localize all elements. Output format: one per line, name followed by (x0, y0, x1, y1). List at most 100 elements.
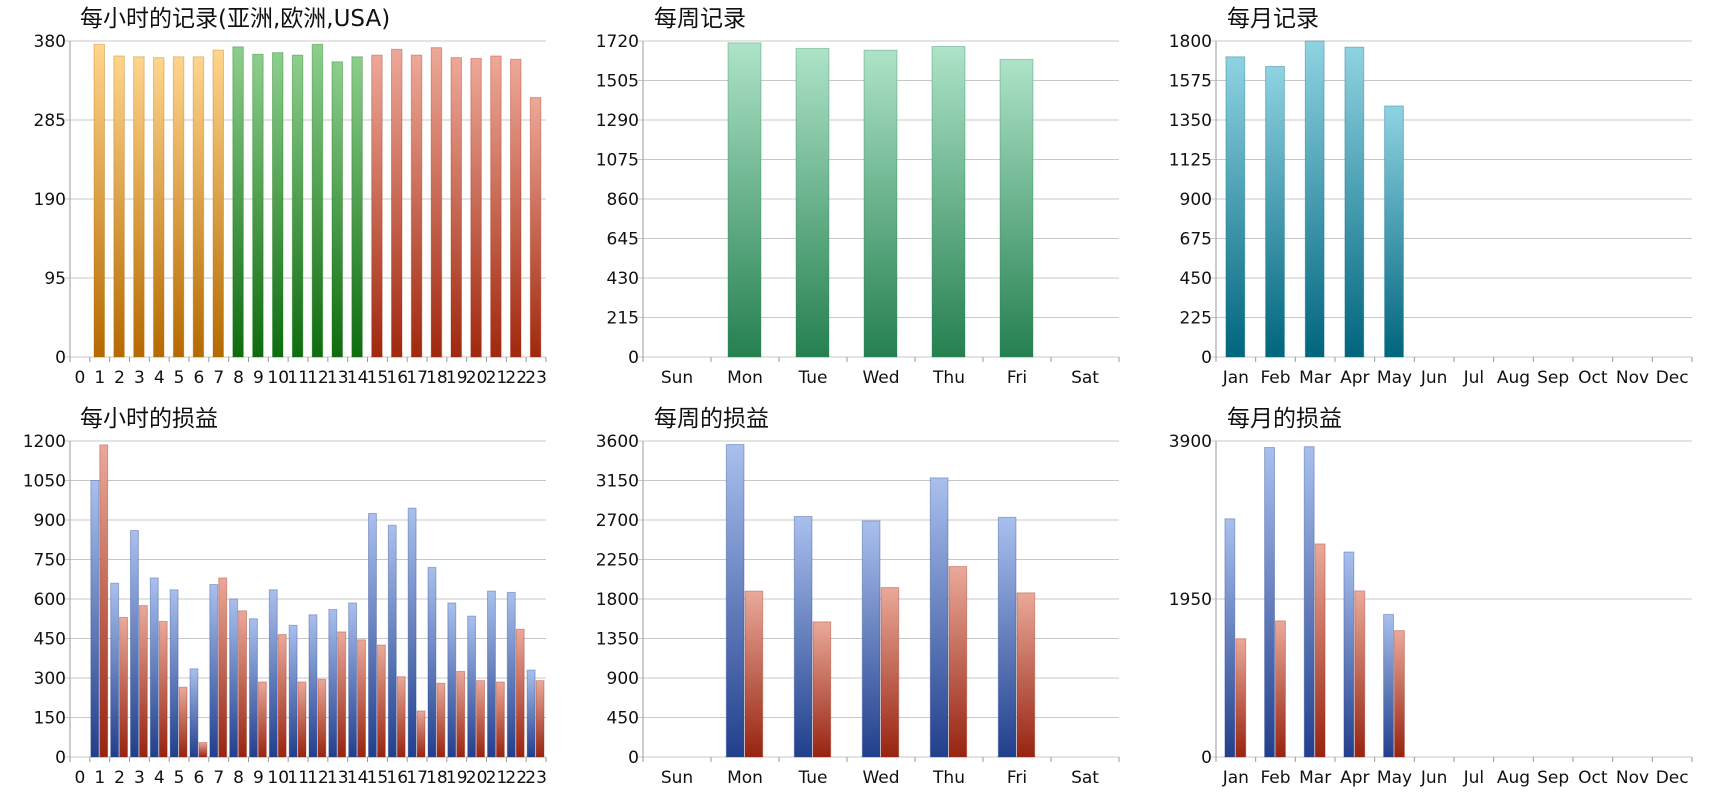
bar (535, 680, 545, 758)
y-tick-label: 1800 (1169, 32, 1212, 52)
y-tick-label: 600 (34, 590, 66, 610)
x-tick-label: 19 (446, 368, 468, 388)
x-tick-label: Feb (1260, 368, 1290, 388)
x-tick-label: Dec (1656, 368, 1689, 388)
y-tick-label: 450 (34, 630, 66, 650)
y-tick-label: 900 (1180, 190, 1212, 210)
bar (795, 47, 830, 358)
bar (467, 615, 477, 758)
x-tick-label: 12 (307, 368, 329, 388)
hourly-profit-chart: 每小时的损益 0 150 300 450 600 750 900 1050 1200 0 1 2 3 4 5… (0, 400, 560, 800)
bar (447, 602, 457, 758)
bar (1394, 630, 1405, 758)
bar (288, 624, 298, 758)
hourly-records-chart: 每小时的记录(亚洲,欧洲,USA) 0 95 190 285 380 0 1 2 3 4 5 6 7 8 9… (0, 0, 560, 400)
bar (1235, 638, 1247, 758)
x-tick-label: 23 (525, 368, 547, 388)
monthly-profit-chart: 每月的损益 0 1950 3900 Jan Feb Mar Apr May Jun Jul Aug S… (1146, 400, 1706, 800)
bar (119, 616, 129, 758)
bar (861, 520, 881, 758)
bar (1275, 620, 1286, 758)
y-tick-label: 0 (55, 348, 66, 368)
bar (209, 584, 219, 758)
y-tick-label: 0 (55, 748, 66, 768)
bar (99, 444, 109, 758)
x-tick-label: Tue (797, 368, 827, 388)
bar (476, 680, 486, 758)
bar (1383, 613, 1394, 758)
bar (198, 742, 208, 758)
bar (1225, 56, 1246, 358)
bar (229, 598, 239, 758)
monthly-profit-plot: 0 1950 3900 Jan Feb Mar Apr May Jun Jul Aug Sep Oct N… (1169, 432, 1693, 788)
x-tick-label: 10 (267, 368, 289, 388)
bar (725, 444, 745, 758)
bar (138, 605, 148, 758)
x-tick-label: Oct (1578, 368, 1608, 388)
chart-title: 每小时的损益 (80, 406, 218, 432)
x-tick-label: 1 (94, 368, 105, 388)
x-tick-label: 21 (486, 368, 508, 388)
bar (436, 682, 446, 758)
x-tick-label: Wed (862, 768, 899, 788)
x-tick-label: 3 (134, 368, 145, 388)
x-tick-label: Dec (1656, 768, 1689, 788)
x-tick-label: 11 (287, 368, 309, 388)
bar (328, 609, 338, 758)
bar (93, 43, 106, 358)
bar (515, 628, 525, 758)
monthly-records-chart: 每月记录 0 225 450 675 900 1125 1350 1575 1800 Jan Feb… (1146, 0, 1706, 400)
bar (410, 54, 423, 358)
chart-title: 每周的损益 (654, 406, 769, 432)
x-tick-label: 8 (233, 768, 244, 788)
bar (1303, 446, 1315, 758)
x-tick-label: Mar (1299, 768, 1331, 788)
bar (929, 477, 949, 758)
bar (430, 47, 443, 358)
weekly-profit-chart: 每周的损益 0 450 900 1350 1800 2250 2700 3150 3600 Sun… (573, 400, 1133, 800)
y-tick-label: 900 (34, 511, 66, 531)
bar (149, 577, 159, 758)
bar (331, 61, 344, 358)
x-tick-label: May (1377, 368, 1412, 388)
bar (1344, 46, 1365, 358)
x-tick-label: Thu (932, 368, 965, 388)
y-tick-label: 190 (34, 190, 66, 210)
bar (238, 610, 248, 758)
x-tick-label: Sat (1071, 368, 1099, 388)
bar (337, 631, 347, 758)
y-tick-label: 1950 (1169, 590, 1212, 610)
x-tick-label: 18 (426, 768, 448, 788)
x-tick-label: 21 (486, 768, 508, 788)
chart-title: 每月的损益 (1227, 406, 1342, 432)
x-tick-label: Jul (1463, 368, 1485, 388)
x-tick-label: 19 (446, 768, 468, 788)
bar (1354, 590, 1366, 758)
y-tick-label: 0 (1201, 748, 1212, 768)
bar (169, 589, 179, 758)
x-tick-label: Apr (1340, 368, 1369, 388)
bar (172, 56, 185, 358)
x-tick-label: Aug (1497, 768, 1530, 788)
bar (529, 97, 542, 358)
y-tick-label: 2250 (596, 551, 639, 571)
bar (308, 614, 318, 758)
bar (311, 43, 324, 358)
y-tick-label: 150 (34, 709, 66, 729)
y-tick-label: 380 (34, 32, 66, 52)
x-tick-label: Sun (661, 768, 693, 788)
bar (744, 590, 764, 758)
x-tick-label: 2 (114, 768, 125, 788)
x-tick-label: Mar (1299, 368, 1331, 388)
y-tick-label: 645 (607, 230, 639, 250)
x-tick-label: 10 (267, 768, 289, 788)
weekly-records-plot: 0 215 430 645 860 1075 1290 1505 1720 Sun Mon Tue We… (596, 32, 1120, 388)
bar (257, 681, 267, 758)
bar (152, 57, 165, 358)
x-tick-label: 14 (347, 768, 369, 788)
y-tick-label: 215 (607, 309, 639, 329)
bar (1264, 446, 1275, 758)
x-tick-label: 13 (327, 368, 349, 388)
